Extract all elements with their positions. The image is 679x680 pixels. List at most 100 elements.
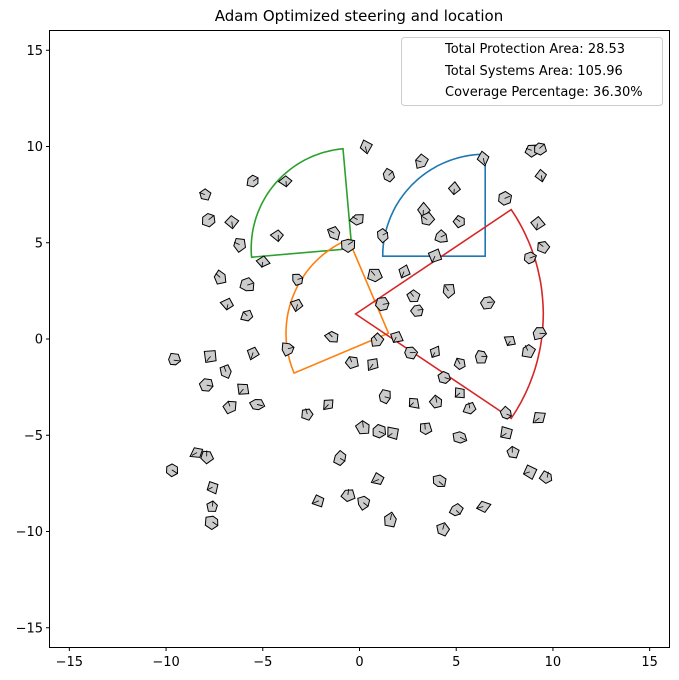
system-marker-heading (215, 273, 221, 278)
system-marker (204, 515, 219, 531)
system-marker-heading (247, 282, 254, 286)
system-marker (246, 346, 260, 361)
system-marker-heading (501, 432, 507, 437)
protection-sector (250, 147, 353, 259)
system-marker (239, 277, 255, 292)
system-marker (503, 335, 516, 346)
system-marker (429, 345, 440, 359)
x-tick-label: 10 (545, 655, 562, 670)
system-marker (434, 229, 448, 243)
system-marker (206, 481, 219, 495)
system-marker-heading (305, 408, 308, 415)
system-marker (292, 273, 304, 286)
y-tick-label: 15 (26, 44, 43, 59)
system-marker-heading (295, 304, 298, 311)
system-marker-heading (206, 486, 213, 491)
y-tick-label: 5 (35, 236, 43, 251)
system-marker-heading (297, 277, 304, 280)
system-marker (326, 225, 341, 241)
x-tick-label: −15 (56, 655, 83, 670)
system-marker (340, 489, 356, 503)
system-marker (222, 400, 237, 415)
system-marker (246, 174, 259, 188)
y-axis: −15 −10 −5 0 5 10 15 (16, 44, 50, 636)
system-marker (201, 212, 216, 228)
system-marker (367, 268, 383, 283)
system-marker-heading (339, 458, 346, 462)
system-marker-heading (239, 388, 244, 394)
system-marker-heading (538, 242, 544, 247)
y-tick-label: −5 (24, 429, 43, 444)
legend-entry-systems-area: Total Systems Area: 105.96 (444, 64, 623, 79)
y-tick-label: −10 (16, 525, 43, 540)
system-marker (475, 500, 492, 514)
system-marker (452, 214, 465, 229)
legend-entry-coverage: Coverage Percentage: 36.30% (445, 85, 643, 100)
system-marker (408, 397, 420, 409)
system-marker-heading (444, 377, 451, 380)
system-marker (359, 139, 373, 155)
system-marker-heading (250, 352, 254, 359)
system-marker (200, 450, 215, 465)
system-marker (168, 352, 182, 366)
system-marker-heading (506, 340, 511, 347)
system-marker (432, 474, 447, 488)
system-marker-heading (328, 230, 335, 234)
system-marker-heading (328, 332, 333, 338)
system-marker-heading (370, 270, 376, 276)
system-marker-heading (171, 469, 178, 474)
system-marker (354, 420, 370, 435)
system-marker-heading (482, 157, 485, 164)
system-marker-heading (455, 510, 461, 515)
chart-title: Adam Optimized steering and location (215, 7, 503, 25)
x-tick-label: 15 (641, 655, 658, 670)
system-marker (499, 405, 512, 420)
system-marker (522, 464, 538, 481)
system-marker-heading (233, 241, 240, 246)
system-marker-heading (363, 502, 369, 507)
system-marker (506, 445, 520, 459)
system-marker (387, 426, 399, 441)
system-marker-heading (382, 231, 389, 236)
system-marker (199, 188, 212, 201)
system-marker (323, 330, 339, 343)
system-marker-heading (390, 513, 392, 521)
system-marker (448, 502, 464, 517)
y-tick-label: 0 (35, 333, 43, 348)
system-marker (427, 248, 443, 263)
system-marker-heading (347, 488, 349, 495)
y-tick-label: 10 (26, 140, 43, 155)
system-marker (534, 142, 547, 156)
system-marker-heading (524, 345, 529, 351)
system-marker (281, 342, 295, 357)
system-marker (534, 168, 548, 183)
system-marker-heading (287, 347, 294, 350)
system-marker-heading (540, 175, 543, 182)
system-marker (437, 370, 451, 384)
system-marker-heading (409, 291, 414, 297)
system-marker (442, 283, 456, 299)
system-marker-heading (431, 352, 436, 358)
system-marker-heading (546, 471, 549, 478)
system-marker-heading (362, 421, 364, 428)
system-marker-heading (191, 452, 198, 456)
system-marker-heading (226, 304, 229, 311)
system-marker-heading (231, 221, 233, 228)
system-marker-heading (173, 359, 180, 362)
system-marker-heading (378, 431, 385, 435)
system-marker (374, 296, 390, 312)
system-marker-heading (409, 402, 414, 407)
system-marker-heading (417, 309, 424, 311)
system-marker-heading (364, 146, 368, 153)
system-marker-heading (373, 335, 378, 342)
system-marker-heading (384, 396, 391, 399)
system-marker (289, 298, 304, 313)
system-marker (233, 237, 247, 253)
system-marker-heading (421, 216, 428, 220)
system-marker (301, 408, 314, 421)
system-marker-heading (525, 148, 532, 151)
system-marker (409, 304, 424, 317)
system-marker-heading (442, 523, 445, 530)
system-marker-heading (388, 171, 394, 176)
